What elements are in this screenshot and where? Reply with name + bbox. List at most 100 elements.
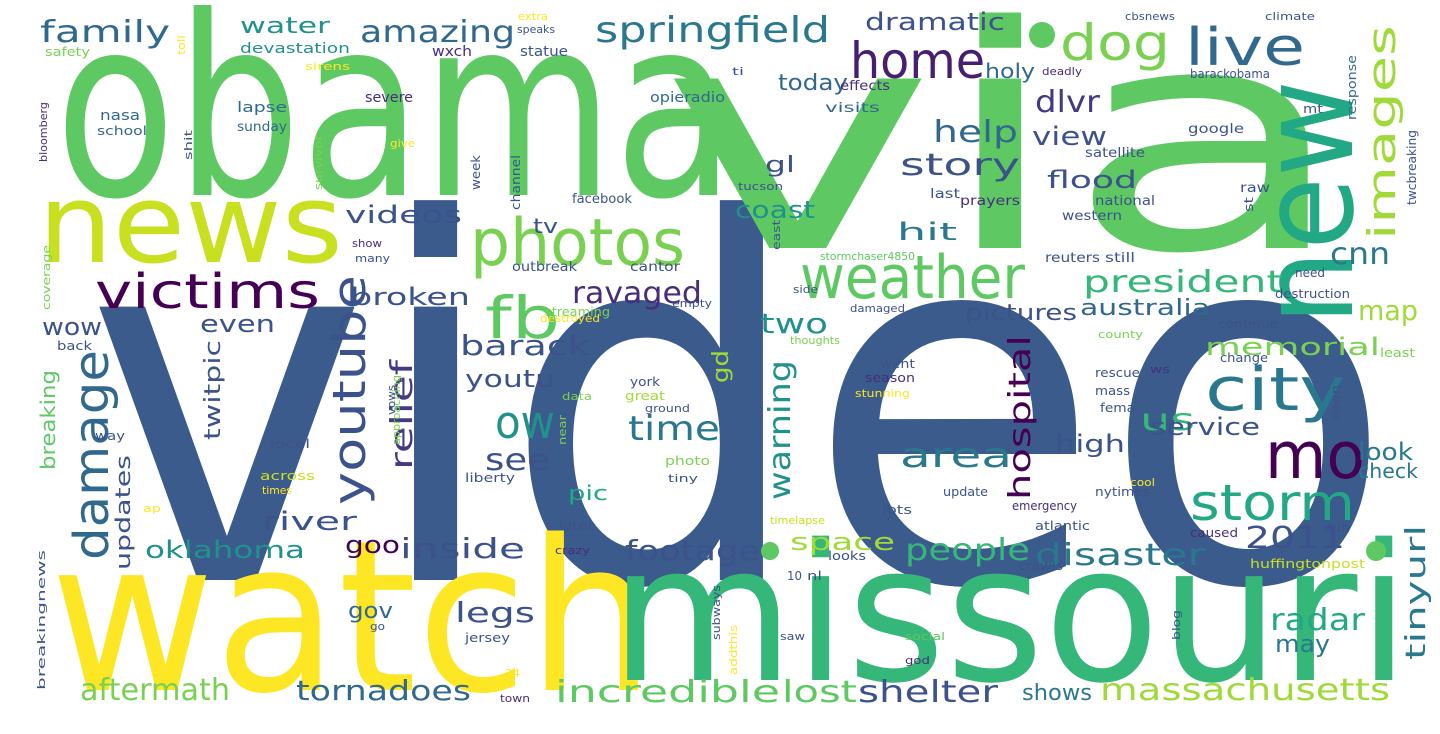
word-photo: photo — [665, 454, 710, 468]
word-weather: weather — [800, 243, 1025, 313]
word-data: data — [562, 390, 592, 403]
word-devastation: devastation — [240, 41, 350, 57]
word-channel: channel — [509, 155, 523, 210]
word-youtube: youtube — [323, 275, 376, 505]
word-lots: lots — [882, 503, 912, 517]
word-space: space — [790, 528, 895, 556]
word-mo: mo — [1265, 419, 1365, 494]
word-stunning: stunning — [855, 387, 910, 400]
word-city: city — [1205, 355, 1345, 425]
word-subways: subways — [710, 585, 723, 640]
word-give: give — [390, 137, 415, 150]
word-google: google — [1188, 122, 1244, 137]
word-coast: coast — [735, 196, 815, 224]
word-mt: mt — [1303, 102, 1323, 116]
word-twitpic: twitpic — [201, 340, 226, 440]
word-legs: legs — [455, 596, 535, 629]
word-memorial: memorial — [1205, 333, 1380, 361]
word-least: least — [1380, 346, 1415, 360]
word-massachusetts: massachusetts — [1100, 673, 1390, 708]
word-hospital: hospital — [1003, 335, 1038, 500]
word-area: area — [900, 436, 1012, 476]
word-check: check — [1358, 459, 1418, 483]
word-went: went — [880, 357, 915, 371]
word-liberty: liberty — [465, 471, 515, 485]
word-river: river — [262, 507, 357, 537]
word-radar: radar — [1270, 603, 1366, 638]
word-sun: sun — [1325, 521, 1350, 535]
word-pic: pic — [568, 481, 608, 505]
word-social: social — [905, 630, 945, 643]
word-images: images — [1360, 25, 1404, 240]
word-week: week — [469, 155, 483, 190]
word-view: view — [1032, 122, 1107, 152]
word-effects: effects — [840, 79, 890, 94]
word-atlantic: atlantic — [1035, 519, 1090, 533]
word-stormchaser4850: stormchaser4850 — [820, 250, 915, 263]
word-saw: saw — [780, 630, 805, 643]
word-help: help — [933, 115, 1018, 150]
word-lapse: lapse — [237, 100, 287, 116]
word-sirens: sirens — [305, 60, 350, 73]
word-tinyurl: tinyurl — [1399, 525, 1432, 660]
dot-decoration — [761, 542, 779, 560]
word-survivor: survivor — [312, 134, 325, 190]
word-side: side — [793, 283, 818, 296]
word-even: even — [200, 310, 275, 338]
word-youtu: youtu — [465, 365, 555, 393]
word-relief: relief — [385, 358, 420, 470]
word-shelter: shelter — [858, 675, 999, 710]
word-family: family — [40, 15, 170, 50]
word-dlvr: dlvr — [1035, 85, 1101, 120]
word-still: still — [1105, 251, 1135, 266]
word-toll: toll — [175, 35, 188, 55]
word-breakingnews: breakingnews — [35, 550, 48, 690]
word-across: across — [260, 469, 315, 483]
word-ti: ti — [732, 65, 744, 78]
word-hit: hit — [897, 218, 957, 246]
word-looks: looks — [828, 549, 866, 563]
word-missouri: missouri — [610, 504, 1410, 725]
word-videos: videos — [345, 201, 462, 229]
word-wxch: wxch — [432, 44, 472, 60]
word-holy: holy — [985, 59, 1035, 83]
word-national: national — [1095, 194, 1155, 209]
word-live: live — [1185, 18, 1305, 78]
word-may: may — [1275, 630, 1330, 658]
word-gov: gov — [348, 599, 393, 624]
word-amazing: amazing — [360, 15, 515, 50]
word-dramatic: dramatic — [865, 8, 1005, 36]
word-ap: ap — [143, 502, 161, 515]
word-australia: australia — [1080, 296, 1210, 321]
word-10: 10 — [787, 569, 802, 583]
word-season: season — [865, 371, 915, 385]
word-raw: raw — [1240, 181, 1270, 196]
word-show: show — [352, 237, 382, 250]
word-approaching: approaching — [390, 375, 403, 445]
word-photos: photos — [470, 206, 685, 281]
word-response: response — [1345, 55, 1359, 120]
word-seen: seen — [1329, 385, 1343, 420]
word-ws: ws — [1150, 363, 1170, 376]
word-oklahoma: oklahoma — [145, 536, 305, 564]
word-people: people — [905, 533, 1030, 568]
word-crazy: crazy — [555, 544, 591, 557]
word-tiny: tiny — [668, 472, 699, 485]
word-western: western — [1062, 209, 1122, 224]
word-destroyed: destroyed — [540, 312, 600, 325]
word-disaster: disaster — [1035, 538, 1206, 573]
word-nytimes: nytimes — [1095, 485, 1150, 499]
word-town: town — [500, 692, 530, 705]
word-tv: tv — [533, 214, 558, 238]
word-new: new — [1231, 80, 1383, 325]
word-york: york — [630, 375, 660, 389]
word-dog: dog — [1060, 14, 1170, 72]
word-24: 24 — [505, 667, 520, 680]
word-speaks: speaks — [517, 23, 555, 36]
word-broken: broken — [350, 283, 470, 311]
word-see: see — [485, 443, 550, 478]
word-high: high — [1055, 430, 1125, 458]
word-president: president — [1083, 265, 1283, 300]
word-great: great — [625, 389, 665, 403]
